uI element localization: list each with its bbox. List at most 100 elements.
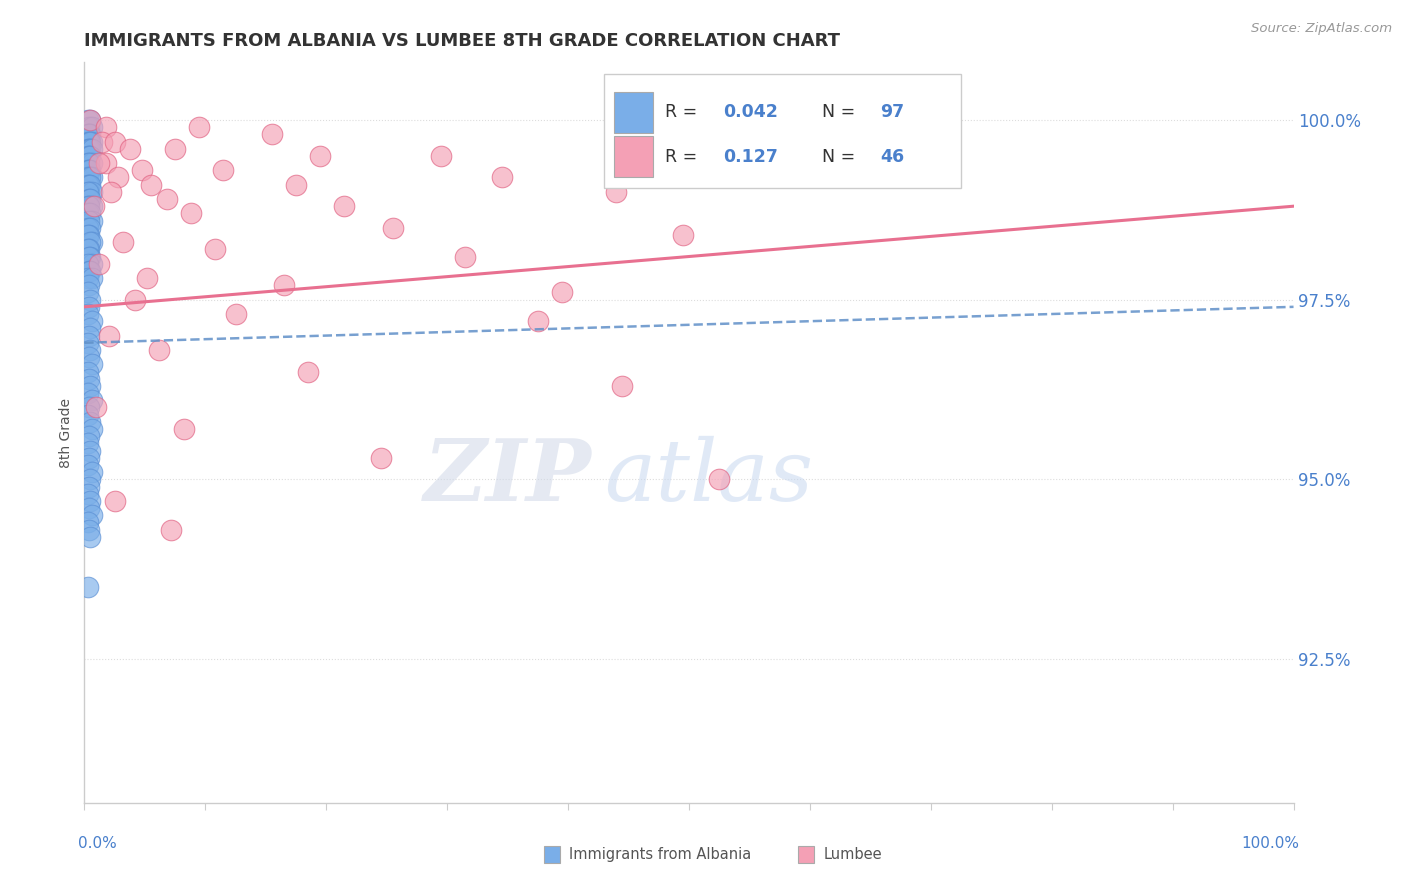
Point <box>77 450 100 465</box>
Point <box>77 264 100 278</box>
Point <box>77 220 100 235</box>
Point <box>79 220 101 235</box>
Point <box>77 227 100 242</box>
Point <box>80 142 103 156</box>
Point <box>77 278 100 293</box>
Point <box>77 163 100 178</box>
Point <box>77 523 100 537</box>
Point <box>79 149 101 163</box>
Point <box>77 156 100 170</box>
Point <box>77 372 100 386</box>
Point <box>79 530 101 544</box>
Point <box>77 199 100 213</box>
Point <box>77 365 100 379</box>
Point <box>80 271 103 285</box>
Point <box>160 523 183 537</box>
Text: N =: N = <box>823 103 860 121</box>
Point <box>77 250 100 264</box>
Point <box>77 213 100 227</box>
Point <box>204 243 226 257</box>
Point <box>79 443 101 458</box>
Point <box>612 379 634 393</box>
Point <box>77 501 100 516</box>
Point <box>77 199 100 213</box>
Point <box>77 112 100 127</box>
Point <box>80 393 103 408</box>
Point <box>77 479 100 493</box>
Text: IMMIGRANTS FROM ALBANIA VS LUMBEE 8TH GRADE CORRELATION CHART: IMMIGRANTS FROM ALBANIA VS LUMBEE 8TH GR… <box>84 32 841 50</box>
Point <box>77 128 100 142</box>
Point <box>79 343 101 357</box>
Point <box>430 149 453 163</box>
Point <box>77 178 100 192</box>
Point <box>77 243 100 257</box>
Point <box>454 250 477 264</box>
Point <box>77 386 100 401</box>
Point <box>77 408 100 422</box>
Point <box>79 192 101 206</box>
Point <box>77 285 100 300</box>
Point <box>131 163 153 178</box>
Point <box>77 163 100 178</box>
Point <box>709 472 731 486</box>
Point <box>77 300 100 314</box>
Point <box>79 112 101 127</box>
Point <box>77 328 100 343</box>
Point <box>551 285 574 300</box>
Point <box>527 314 550 328</box>
Point <box>87 257 110 271</box>
Point <box>77 486 100 500</box>
Point <box>86 401 108 415</box>
Point <box>79 170 101 185</box>
Point <box>80 156 103 170</box>
Point <box>79 163 101 178</box>
Point <box>87 156 110 170</box>
Point <box>77 257 100 271</box>
FancyBboxPatch shape <box>614 92 652 133</box>
Text: 0.0%: 0.0% <box>79 836 117 851</box>
Point <box>112 235 135 249</box>
Point <box>79 415 101 429</box>
Point <box>77 271 100 285</box>
Point <box>104 494 127 508</box>
Text: 100.0%: 100.0% <box>1241 836 1299 851</box>
Point <box>80 185 103 199</box>
Point <box>80 213 103 227</box>
Point <box>77 120 100 135</box>
Point <box>124 293 146 307</box>
Point <box>77 206 100 220</box>
Point <box>94 156 117 170</box>
Point <box>672 227 695 242</box>
Text: Immigrants from Albania: Immigrants from Albania <box>569 847 752 863</box>
Point <box>80 135 103 149</box>
Point <box>79 250 101 264</box>
Point <box>77 149 100 163</box>
Point <box>79 178 101 192</box>
Point <box>309 149 332 163</box>
Text: atlas: atlas <box>605 435 814 518</box>
Point <box>77 307 100 321</box>
Point <box>79 264 101 278</box>
Point <box>83 199 105 213</box>
Point <box>79 494 101 508</box>
Point <box>77 185 100 199</box>
Point <box>333 199 356 213</box>
Point <box>77 192 100 206</box>
Point <box>180 206 202 220</box>
Point <box>212 163 235 178</box>
Text: R =: R = <box>665 148 703 166</box>
Point <box>77 128 100 142</box>
Point <box>188 120 211 135</box>
Point <box>225 307 247 321</box>
Point <box>77 135 100 149</box>
Point <box>491 170 513 185</box>
Point <box>120 142 142 156</box>
Point <box>80 120 103 135</box>
Point <box>77 516 100 530</box>
Point <box>273 278 295 293</box>
Point <box>80 199 103 213</box>
Text: 97: 97 <box>880 103 904 121</box>
Point <box>79 293 101 307</box>
Point <box>79 142 101 156</box>
Point <box>80 357 103 371</box>
